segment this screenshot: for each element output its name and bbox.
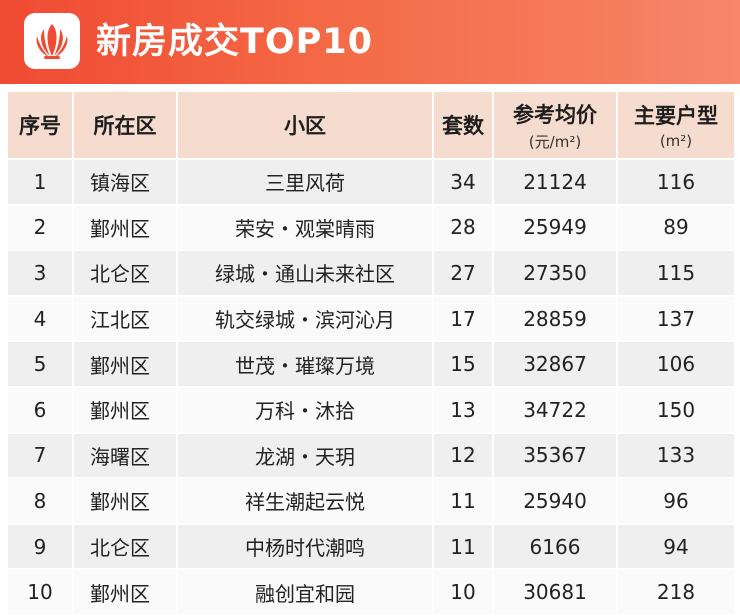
cell-rank: 4	[6, 294, 74, 343]
cell-price: 34722	[492, 385, 618, 434]
cell-community: 龙湖・天玥	[176, 431, 434, 480]
table-row: 10 鄞州区 融创宜和园 10 30681 218	[6, 568, 736, 616]
type-unit: (m²)	[659, 132, 693, 150]
table-row: 5 鄞州区 世茂・璀璨万境 15 32867 106	[6, 340, 736, 388]
cell-community: 三里风荷	[176, 158, 434, 206]
cell-units: 34	[432, 158, 494, 206]
cell-district: 鄞州区	[72, 477, 178, 525]
table-row: 3 北仑区 绿城・通山未来社区 27 27350 115	[6, 249, 736, 297]
cell-units: 12	[432, 431, 494, 480]
cell-units: 11	[432, 522, 494, 571]
cell-district: 海曙区	[72, 431, 178, 480]
cell-district: 鄞州区	[72, 385, 178, 434]
cell-price: 27350	[492, 249, 618, 297]
table-row: 7 海曙区 龙湖・天玥 12 35367 133	[6, 431, 736, 480]
cell-units: 15	[432, 340, 494, 388]
col-header-community: 小区	[176, 90, 434, 160]
table-row: 9 北仑区 中杨时代潮鸣 11 6166 94	[6, 522, 736, 571]
cell-units: 13	[432, 385, 494, 434]
col-header-district: 所在区	[72, 90, 178, 160]
cell-district: 鄞州区	[72, 568, 178, 616]
table-row: 8 鄞州区 祥生潮起云悦 11 25940 96	[6, 477, 736, 525]
cell-type: 96	[616, 477, 736, 525]
cell-community: 中杨时代潮鸣	[176, 522, 434, 571]
cell-rank: 5	[6, 340, 74, 388]
cell-district: 江北区	[72, 294, 178, 343]
cell-price: 21124	[492, 158, 618, 206]
col-header-rank: 序号	[6, 90, 74, 160]
col-header-units: 套数	[432, 90, 494, 160]
cell-community: 万科・沐拾	[176, 385, 434, 434]
cell-community: 绿城・通山未来社区	[176, 249, 434, 297]
cell-community: 融创宜和园	[176, 568, 434, 616]
ranking-table-wrap: 序号 所在区 小区 套数 参考均价 (元/m²) 主要户型 (m²) 1 镇海区…	[6, 90, 736, 616]
cell-rank: 3	[6, 249, 74, 297]
cell-type: 106	[616, 340, 736, 388]
table-row: 2 鄞州区 荣安・观棠晴雨 28 25949 89	[6, 203, 736, 252]
cell-rank: 8	[6, 477, 74, 525]
cell-price: 30681	[492, 568, 618, 616]
cell-rank: 2	[6, 203, 74, 252]
cell-district: 北仑区	[72, 249, 178, 297]
cell-type: 133	[616, 431, 736, 480]
price-unit: (元/m²)	[528, 132, 582, 151]
cell-price: 32867	[492, 340, 618, 388]
cell-rank: 6	[6, 385, 74, 434]
cell-units: 27	[432, 249, 494, 297]
cell-community: 轨交绿城・滨河沁月	[176, 294, 434, 343]
col-header-type: 主要户型 (m²)	[616, 90, 736, 160]
cell-units: 28	[432, 203, 494, 252]
table-row: 1 镇海区 三里风荷 34 21124 116	[6, 158, 736, 206]
cell-type: 218	[616, 568, 736, 616]
cell-units: 11	[432, 477, 494, 525]
cell-price: 28859	[492, 294, 618, 343]
page-title: 新房成交TOP10	[96, 22, 373, 62]
cell-price: 25940	[492, 477, 618, 525]
col-header-price: 参考均价 (元/m²)	[492, 90, 618, 160]
cell-price: 25949	[492, 203, 618, 252]
lotus-logo-icon	[36, 24, 68, 59]
cell-units: 10	[432, 568, 494, 616]
cell-type: 115	[616, 249, 736, 297]
cell-district: 鄞州区	[72, 340, 178, 388]
cell-community: 世茂・璀璨万境	[176, 340, 434, 388]
cell-rank: 10	[6, 568, 74, 616]
cell-rank: 7	[6, 431, 74, 480]
cell-district: 北仑区	[72, 522, 178, 571]
cell-type: 89	[616, 203, 736, 252]
logo	[24, 13, 80, 69]
cell-type: 116	[616, 158, 736, 206]
table-row: 4 江北区 轨交绿城・滨河沁月 17 28859 137	[6, 294, 736, 343]
cell-community: 祥生潮起云悦	[176, 477, 434, 525]
cell-district: 鄞州区	[72, 203, 178, 252]
header-banner: 新房成交TOP10	[0, 0, 740, 84]
cell-price: 35367	[492, 431, 618, 480]
table-header-row: 序号 所在区 小区 套数 参考均价 (元/m²) 主要户型 (m²)	[6, 90, 736, 160]
cell-type: 94	[616, 522, 736, 571]
cell-community: 荣安・观棠晴雨	[176, 203, 434, 252]
cell-rank: 1	[6, 158, 74, 206]
cell-rank: 9	[6, 522, 74, 571]
cell-type: 137	[616, 294, 736, 343]
cell-district: 镇海区	[72, 158, 178, 206]
cell-units: 17	[432, 294, 494, 343]
cell-price: 6166	[492, 522, 618, 571]
table-row: 6 鄞州区 万科・沐拾 13 34722 150	[6, 385, 736, 434]
ranking-table: 序号 所在区 小区 套数 参考均价 (元/m²) 主要户型 (m²) 1 镇海区…	[6, 90, 736, 616]
cell-type: 150	[616, 385, 736, 434]
